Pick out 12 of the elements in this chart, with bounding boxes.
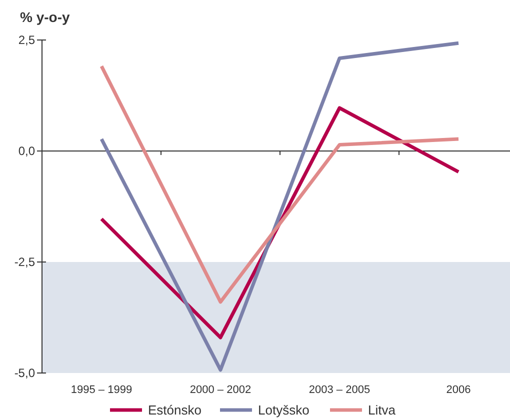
y-tick-label: 2,5: [18, 33, 36, 48]
x-tick-label: 2000 – 2002: [190, 384, 252, 396]
y-tick-label: -2,5: [14, 255, 36, 270]
x-tick-label: 1995 – 1999: [70, 384, 132, 396]
y-tick-label: 0,0: [18, 144, 36, 158]
x-tick-label: 2006: [446, 384, 471, 396]
y-tick-label: -5,0: [14, 366, 36, 380]
legend-label: Estónsko: [148, 402, 202, 418]
x-tick-label: 2003 – 2005: [308, 384, 370, 396]
y-axis-title: % y-o-y: [20, 9, 70, 25]
legend-label: Litva: [368, 402, 396, 418]
legend-label: Lotyšsko: [258, 402, 310, 418]
